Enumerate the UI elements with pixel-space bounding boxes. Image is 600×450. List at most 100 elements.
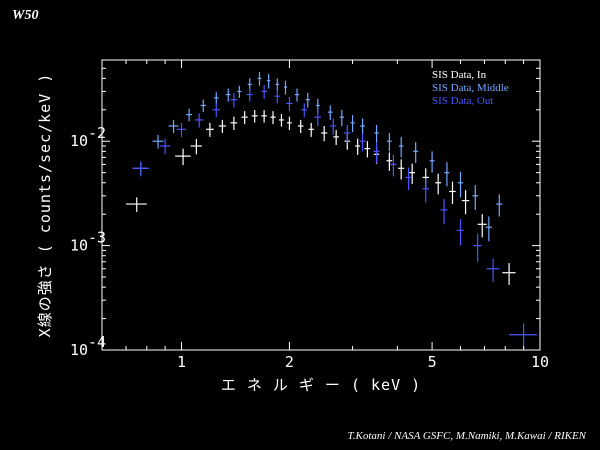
data-point xyxy=(125,197,147,212)
data-point xyxy=(373,142,380,163)
x-tick-label: 5 xyxy=(428,353,437,371)
series-3 xyxy=(132,85,537,350)
data-point xyxy=(355,138,361,155)
data-point xyxy=(444,162,450,187)
y-tick-base: 10 xyxy=(70,237,88,255)
data-point xyxy=(175,148,191,166)
data-point xyxy=(321,125,328,142)
data-point xyxy=(360,118,366,135)
data-point xyxy=(330,118,337,135)
data-point xyxy=(194,113,204,128)
data-point xyxy=(294,88,300,102)
data-point xyxy=(398,159,405,180)
data-point xyxy=(225,88,231,102)
data-point xyxy=(457,171,464,198)
data-point xyxy=(485,216,493,242)
data-marks xyxy=(125,72,537,350)
data-point xyxy=(261,110,267,123)
data-point xyxy=(339,109,345,126)
y-tick-base: 10 xyxy=(70,341,88,359)
data-point xyxy=(286,97,293,111)
data-point xyxy=(327,105,333,120)
data-point xyxy=(230,92,238,108)
data-point xyxy=(435,173,442,195)
x-tick-label: 1 xyxy=(177,353,186,371)
data-point xyxy=(374,125,379,143)
plot-frame xyxy=(101,59,541,351)
y-tick-label: 10 xyxy=(70,132,88,150)
data-point xyxy=(301,103,308,118)
data-point xyxy=(440,198,448,225)
credit-line: T.Kotani / NASA GSFC, M.Namiki, M.Kawai … xyxy=(347,430,586,442)
x-tick-label: 2 xyxy=(285,353,294,371)
series-1 xyxy=(125,110,516,285)
data-point xyxy=(409,163,415,184)
legend-entry: SIS Data, Out xyxy=(432,95,493,107)
data-point xyxy=(212,103,220,118)
data-point xyxy=(257,72,262,86)
y-tick-label: 10 xyxy=(70,341,88,359)
data-point xyxy=(168,119,179,133)
data-point xyxy=(274,89,280,104)
data-point xyxy=(190,139,202,155)
legend-entry: SIS Data, Middle xyxy=(432,82,509,94)
data-point xyxy=(509,323,537,350)
data-point xyxy=(213,92,219,105)
data-point xyxy=(344,125,351,143)
data-point xyxy=(251,110,258,123)
data-point xyxy=(218,119,226,133)
data-point xyxy=(333,130,340,146)
corner-title: W50 xyxy=(12,8,39,23)
data-point xyxy=(477,214,487,238)
data-point xyxy=(413,142,419,163)
x-axis-label: エ ネ ル ギ ー ( keV ) xyxy=(221,376,421,394)
data-point xyxy=(186,108,193,122)
data-point xyxy=(237,85,242,98)
data-point xyxy=(422,178,429,203)
data-point xyxy=(390,154,397,177)
data-point xyxy=(241,111,248,125)
data-point xyxy=(200,99,206,113)
y-tick-exponent: -3 xyxy=(88,229,106,247)
data-point xyxy=(261,85,267,99)
data-point xyxy=(449,181,456,205)
data-point xyxy=(287,116,292,131)
data-point xyxy=(429,151,435,173)
y-tick-base: 10 xyxy=(70,132,88,150)
x-tick-label: 10 xyxy=(531,353,549,371)
data-point xyxy=(176,122,187,137)
data-point xyxy=(457,218,464,246)
data-point xyxy=(230,116,238,131)
data-point xyxy=(405,167,412,191)
data-point xyxy=(266,74,271,89)
data-point xyxy=(502,263,516,285)
data-point xyxy=(473,233,482,262)
data-point xyxy=(205,122,214,137)
data-point xyxy=(386,132,392,152)
data-point xyxy=(461,190,470,215)
y-tick-label: 10 xyxy=(70,237,88,255)
legend-entry: SIS Data, In xyxy=(432,69,487,81)
data-point xyxy=(496,194,503,217)
data-point xyxy=(364,141,371,158)
data-point xyxy=(152,134,164,149)
data-point xyxy=(246,88,253,102)
data-point xyxy=(305,92,310,108)
data-point xyxy=(132,161,149,177)
data-point xyxy=(386,152,393,171)
data-point xyxy=(297,119,304,133)
data-point xyxy=(350,115,355,133)
y-tick-exponent: -4 xyxy=(88,333,106,351)
data-point xyxy=(283,80,288,95)
data-point xyxy=(159,139,171,155)
data-point xyxy=(308,122,314,137)
data-point xyxy=(270,111,276,125)
data-point xyxy=(359,132,366,152)
data-point xyxy=(486,258,500,282)
data-point xyxy=(472,185,479,210)
y-axis-label: X線の強さ ( counts/sec/keV ) xyxy=(36,73,54,338)
data-point xyxy=(314,109,322,126)
